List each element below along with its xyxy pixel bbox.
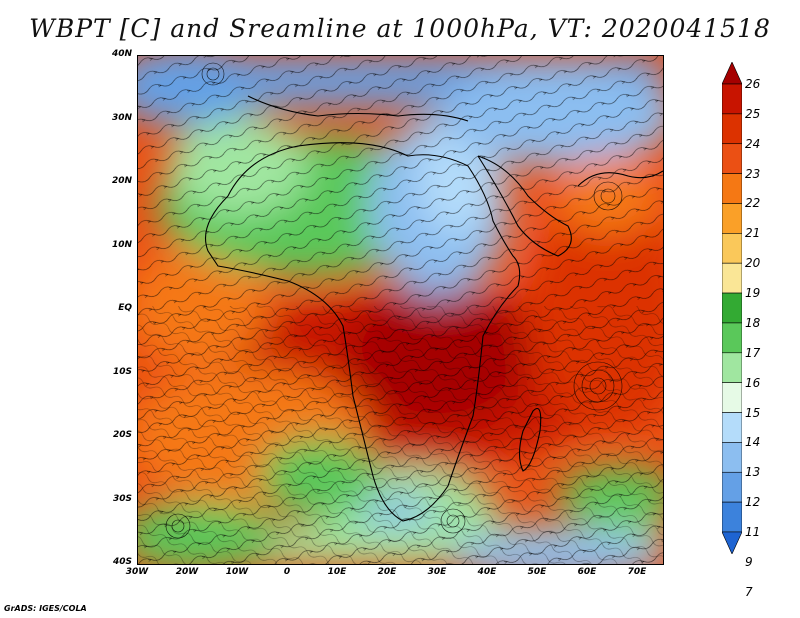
lon-label-60e: 60E — [577, 567, 597, 577]
colorbar-swatch-4 — [722, 173, 742, 204]
colorbar-swatch-13 — [722, 442, 742, 473]
lat-label-40n: 40N — [111, 49, 132, 59]
lon-label-40e: 40E — [477, 567, 497, 577]
colorbar-label-26: 26 — [745, 77, 761, 91]
colorbar-label-19: 19 — [745, 286, 761, 301]
map-area — [137, 55, 664, 565]
colorbar-swatch-14 — [722, 471, 742, 503]
colorbar-swatch-7 — [722, 262, 742, 294]
lat-label-20s: 20S — [112, 430, 132, 440]
credit-label: GrADS: IGES/COLA — [4, 604, 87, 613]
lon-label-10e: 10E — [327, 567, 347, 577]
lat-label-10n: 10N — [111, 239, 132, 250]
colorbar-label-24: 24 — [745, 136, 761, 151]
lat-label-eq: EQ — [118, 303, 132, 313]
colorbar-label-7: 7 — [745, 584, 753, 599]
lat-label-10s: 10S — [112, 366, 132, 377]
lon-label-20w: 20W — [175, 567, 199, 577]
lon-label-30w: 30W — [125, 567, 149, 577]
colorbar-label-13: 13 — [745, 465, 761, 480]
colorbar-label-18: 18 — [745, 315, 761, 330]
colorbar-swatch-16 — [722, 531, 742, 554]
colorbar-swatch-5 — [722, 203, 742, 234]
colorbar-label-20: 20 — [745, 256, 761, 271]
lon-label-50e: 50E — [527, 567, 547, 577]
colorbar — [722, 62, 742, 554]
colorbar-label-14: 14 — [745, 435, 761, 450]
colorbar-label-17: 17 — [745, 345, 761, 360]
colorbar-label-23: 23 — [745, 166, 761, 181]
lon-label-20e: 20E — [377, 567, 397, 577]
lon-label-0: 0 — [283, 567, 291, 577]
lat-label-30s: 30S — [112, 493, 132, 504]
lon-label-70e: 70E — [627, 567, 647, 577]
colorbar-label-11: 11 — [745, 525, 761, 539]
colorbar-swatch-1 — [722, 83, 742, 115]
colorbar-swatch-11 — [722, 382, 742, 413]
colorbar-swatch-9 — [722, 322, 742, 354]
colorbar-label-22: 22 — [745, 196, 761, 211]
lat-label-40s: 40S — [112, 557, 132, 567]
lon-label-10w: 10W — [225, 567, 249, 577]
colorbar-swatch-0 — [722, 62, 742, 85]
colorbar-label-21: 21 — [745, 226, 761, 241]
colorbar-swatch-15 — [722, 501, 742, 533]
colorbar-label-16: 16 — [745, 375, 761, 390]
lon-label-30e: 30E — [427, 567, 447, 577]
colorbar-label-9: 9 — [745, 554, 753, 569]
colorbar-label-25: 25 — [745, 106, 761, 121]
colorbar-swatch-8 — [722, 292, 742, 324]
colorbar-swatch-6 — [722, 233, 742, 264]
colorbar-label-15: 15 — [745, 405, 761, 420]
wbpt-field-map — [138, 56, 663, 564]
coastlines — [204, 95, 663, 522]
vortices — [165, 62, 623, 539]
chart-title: WBPT [C] and Sreamline at 1000hPa, VT: 2… — [29, 14, 771, 43]
colorbar-swatch-12 — [722, 412, 742, 443]
colorbar-swatch-2 — [722, 113, 742, 145]
lat-label-30n: 30N — [111, 112, 132, 123]
colorbar-swatch-10 — [722, 352, 742, 383]
colorbar-label-12: 12 — [745, 495, 761, 510]
lat-label-20n: 20N — [111, 176, 132, 186]
colorbar-swatch-3 — [722, 143, 742, 174]
